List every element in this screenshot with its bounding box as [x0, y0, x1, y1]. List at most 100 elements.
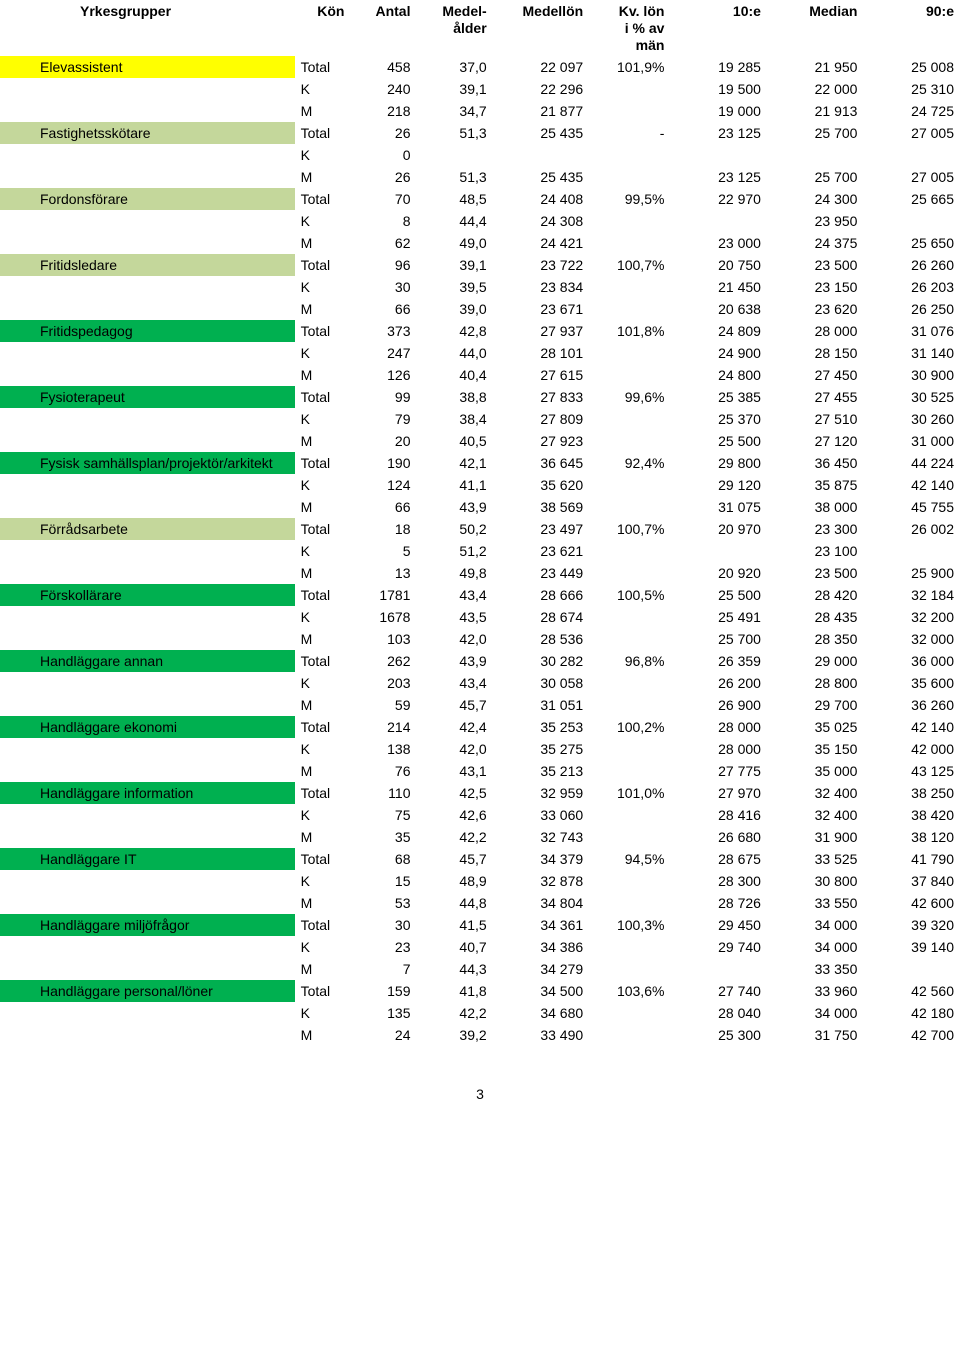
- cell: 28 350: [767, 628, 864, 650]
- cell: [589, 672, 670, 694]
- group-label: Handläggare ekonomi: [0, 716, 295, 738]
- cell: [589, 958, 670, 980]
- table-row: M1349,823 44920 92023 50025 900: [0, 562, 960, 584]
- cell: 23 449: [493, 562, 590, 584]
- table-row: M6249,024 42123 00024 37525 650: [0, 232, 960, 254]
- cell: 48,5: [416, 188, 492, 210]
- cell: Total: [295, 782, 351, 804]
- cell: 27 615: [493, 364, 590, 386]
- cell: 26: [350, 122, 416, 144]
- cell: 35 000: [767, 760, 864, 782]
- table-row: FritidspedagogTotal37342,827 937101,8%24…: [0, 320, 960, 342]
- cell: [589, 1002, 670, 1024]
- cell: 23 671: [493, 298, 590, 320]
- cell: 21 450: [670, 276, 767, 298]
- cell: 27 833: [493, 386, 590, 408]
- group-label-empty: [0, 100, 295, 122]
- cell: 37,0: [416, 56, 492, 78]
- cell: 49,8: [416, 562, 492, 584]
- cell: [670, 540, 767, 562]
- cell: 48,9: [416, 870, 492, 892]
- cell: 33 490: [493, 1024, 590, 1046]
- cell: 99: [350, 386, 416, 408]
- cell: [589, 936, 670, 958]
- cell: 51,3: [416, 166, 492, 188]
- cell: 49,0: [416, 232, 492, 254]
- cell: 38 569: [493, 496, 590, 518]
- cell: 25 500: [670, 430, 767, 452]
- table-row: M5945,731 05126 90029 70036 260: [0, 694, 960, 716]
- cell: 28 416: [670, 804, 767, 826]
- cell: 31 076: [863, 320, 960, 342]
- cell: 32 200: [863, 606, 960, 628]
- cell: 37 840: [863, 870, 960, 892]
- cell: 28 666: [493, 584, 590, 606]
- cell: 99,6%: [589, 386, 670, 408]
- cell: Total: [295, 320, 351, 342]
- cell: 79: [350, 408, 416, 430]
- cell: 19 285: [670, 56, 767, 78]
- cell: 45 755: [863, 496, 960, 518]
- group-label-empty: [0, 474, 295, 496]
- col-median: Median: [767, 0, 864, 56]
- col-p10: 10:e: [670, 0, 767, 56]
- cell: 42 140: [863, 716, 960, 738]
- table-row: K2340,734 38629 74034 00039 140: [0, 936, 960, 958]
- cell: 21 877: [493, 100, 590, 122]
- cell: 41,8: [416, 980, 492, 1002]
- group-label: Elevassistent: [0, 56, 295, 78]
- cell: 26 359: [670, 650, 767, 672]
- cell: 43,4: [416, 584, 492, 606]
- cell: K: [295, 738, 351, 760]
- group-label-empty: [0, 672, 295, 694]
- cell: 110: [350, 782, 416, 804]
- cell: Total: [295, 56, 351, 78]
- cell: 190: [350, 452, 416, 474]
- cell: 42,2: [416, 1002, 492, 1024]
- cell: 44,0: [416, 342, 492, 364]
- table-row: K24039,122 29619 50022 00025 310: [0, 78, 960, 100]
- cell: 40,7: [416, 936, 492, 958]
- cell: [767, 144, 864, 166]
- cell: 26 002: [863, 518, 960, 540]
- table-row: M2040,527 92325 50027 12031 000: [0, 430, 960, 452]
- cell: 25 700: [767, 166, 864, 188]
- cell: 124: [350, 474, 416, 496]
- table-row: K844,424 30823 950: [0, 210, 960, 232]
- cell: 92,4%: [589, 452, 670, 474]
- cell: 34 804: [493, 892, 590, 914]
- cell: 25 700: [670, 628, 767, 650]
- cell: 34 379: [493, 848, 590, 870]
- group-label-empty: [0, 628, 295, 650]
- cell: [589, 166, 670, 188]
- cell: 43,1: [416, 760, 492, 782]
- cell: 26 200: [670, 672, 767, 694]
- cell: 42 140: [863, 474, 960, 496]
- cell: 240: [350, 78, 416, 100]
- cell: 27 937: [493, 320, 590, 342]
- group-label: Handläggare miljöfrågor: [0, 914, 295, 936]
- cell: [589, 78, 670, 100]
- cell: 27 450: [767, 364, 864, 386]
- cell: M: [295, 298, 351, 320]
- cell: K: [295, 210, 351, 232]
- cell: 40,5: [416, 430, 492, 452]
- cell: Total: [295, 584, 351, 606]
- cell: Total: [295, 518, 351, 540]
- cell: 35 150: [767, 738, 864, 760]
- group-label-empty: [0, 78, 295, 100]
- cell: 20 638: [670, 298, 767, 320]
- cell: 21 913: [767, 100, 864, 122]
- col-kon: Kön: [295, 0, 351, 56]
- cell: 29 800: [670, 452, 767, 474]
- table-row: FastighetsskötareTotal2651,325 435-23 12…: [0, 122, 960, 144]
- cell: 34 000: [767, 936, 864, 958]
- group-label-empty: [0, 540, 295, 562]
- group-label-empty: [0, 936, 295, 958]
- cell: 23 100: [767, 540, 864, 562]
- group-label: Fastighetsskötare: [0, 122, 295, 144]
- cell: [589, 760, 670, 782]
- cell: 42 560: [863, 980, 960, 1002]
- table-row: FysioterapeutTotal9938,827 83399,6%25 38…: [0, 386, 960, 408]
- cell: 22 296: [493, 78, 590, 100]
